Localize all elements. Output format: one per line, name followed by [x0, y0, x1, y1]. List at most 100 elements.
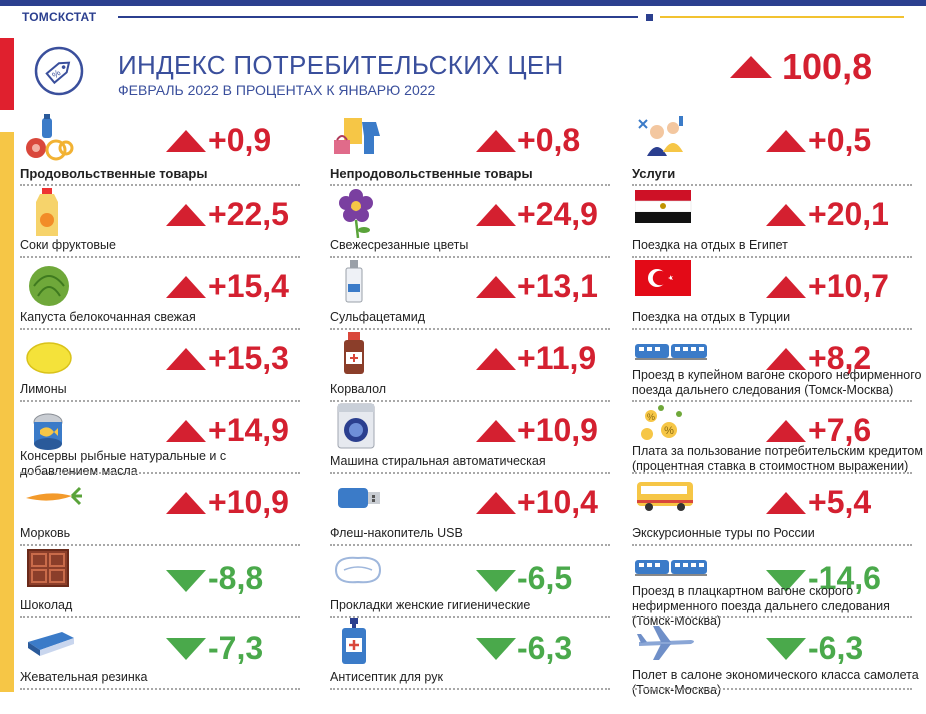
- increase-arrow-icon: [166, 130, 206, 157]
- price-change-value: -6,5: [517, 560, 573, 596]
- row-separator: [20, 328, 300, 330]
- price-change-value: -8,8: [208, 560, 264, 596]
- usb-flash-icon: [330, 474, 390, 526]
- row-separator: [330, 688, 610, 690]
- row-separator: [632, 400, 912, 402]
- price-change-value: +22,5: [208, 196, 289, 232]
- item-label: Капуста белокочанная свежая: [20, 310, 196, 324]
- fish-can-icon: [22, 402, 82, 454]
- price-change-value: +13,1: [517, 268, 598, 304]
- price-change-value: +10,9: [208, 484, 289, 520]
- row-separator: [632, 616, 912, 618]
- food-basket-icon: [22, 114, 82, 166]
- item-label: Поездка на отдых в Турции: [632, 310, 791, 324]
- item-label: Шоколад: [20, 598, 73, 612]
- price-change-value: +15,3: [208, 340, 289, 376]
- decrease-arrow-icon: [166, 570, 206, 597]
- item-label: Сульфацетамид: [330, 310, 426, 324]
- category-label: Продовольственные товары: [20, 166, 208, 181]
- increase-arrow-icon: [766, 130, 806, 157]
- increase-arrow-icon: [166, 348, 206, 375]
- increase-arrow-icon: [766, 276, 806, 303]
- row-separator: [20, 616, 300, 618]
- item-label: Соки фруктовые: [20, 238, 116, 252]
- decrease-arrow-icon: [766, 570, 806, 597]
- item-label: Поездка на отдых в Египет: [632, 238, 788, 252]
- item-label: Флеш-накопитель USB: [330, 526, 463, 540]
- increase-arrow-icon: [166, 204, 206, 231]
- row-separator: [632, 688, 912, 690]
- chewing-gum-icon: [22, 618, 82, 670]
- price-change-value: +10,4: [517, 484, 598, 520]
- price-change-value: +0,5: [808, 122, 872, 158]
- page-title: ИНДЕКС ПОТРЕБИТЕЛЬСКИХ ЦЕН: [118, 50, 564, 80]
- antiseptic-icon: [330, 618, 390, 670]
- row-separator: [20, 400, 300, 402]
- total-up-arrow-icon: [730, 56, 772, 83]
- item-label: Проезд в плацкартном вагоне скорого нефи…: [632, 584, 890, 628]
- increase-arrow-icon: [766, 492, 806, 519]
- flower-icon: [330, 186, 390, 238]
- org-name: ТОМСКСТАТ: [22, 10, 97, 24]
- category-label: Непродовольственные товары: [330, 166, 533, 181]
- price-change-value: +10,7: [808, 268, 889, 304]
- row-separator: [632, 184, 912, 186]
- price-change-value: -7,3: [208, 630, 264, 666]
- price-change-value: +14,9: [208, 412, 289, 448]
- row-separator: [632, 256, 912, 258]
- price-change-value: +11,9: [517, 340, 597, 376]
- services-people-icon: [635, 114, 695, 166]
- washing-machine-icon: [330, 402, 390, 454]
- airplane-icon: [635, 618, 695, 670]
- chocolate-icon: [22, 546, 82, 598]
- decrease-arrow-icon: [476, 570, 516, 597]
- increase-arrow-icon: [166, 492, 206, 519]
- price-change-value: -6,3: [517, 630, 573, 666]
- juice-bottle-icon: [22, 186, 82, 238]
- item-label: Машина стиральная автоматическая: [330, 454, 546, 468]
- top-bar: [0, 0, 926, 6]
- coins-icon: %%: [635, 402, 695, 454]
- price-change-value: +8,2: [808, 340, 872, 376]
- price-change-value: +15,4: [208, 268, 289, 304]
- item-label: Экскурсионные туры по России: [632, 526, 815, 540]
- increase-arrow-icon: [476, 276, 516, 303]
- item-label: Корвалол: [330, 382, 387, 396]
- price-change-value: +5,4: [808, 484, 872, 520]
- increase-arrow-icon: [476, 348, 516, 375]
- carrot-icon: [22, 474, 82, 526]
- egypt-flag-icon: [635, 186, 695, 238]
- item-label: Лимоны: [20, 382, 67, 396]
- decrease-arrow-icon: [166, 638, 206, 665]
- item-label: Полет в салоне экономического класса сам…: [632, 668, 919, 697]
- row-separator: [330, 256, 610, 258]
- row-separator: [330, 400, 610, 402]
- sanitary-pad-icon: [330, 546, 390, 598]
- increase-arrow-icon: [166, 420, 206, 447]
- eye-drops-icon: [330, 258, 390, 310]
- price-change-value: +7,6: [808, 412, 872, 448]
- row-separator: [20, 688, 300, 690]
- price-change-value: +0,8: [517, 122, 581, 158]
- increase-arrow-icon: [476, 130, 516, 157]
- header-line-blue: [118, 16, 638, 18]
- train-icon: [635, 330, 709, 382]
- increase-arrow-icon: [476, 420, 516, 447]
- cabbage-icon: [22, 258, 82, 310]
- header-line-square: [646, 14, 653, 21]
- increase-arrow-icon: [766, 420, 806, 447]
- row-separator: [330, 616, 610, 618]
- item-label: Антисептик для рук: [330, 670, 443, 684]
- clothes-icon: [330, 114, 390, 166]
- price-change-value: +20,1: [808, 196, 889, 232]
- row-separator: [632, 544, 912, 546]
- turkey-flag-icon: [635, 258, 695, 310]
- svg-text:%: %: [664, 425, 674, 437]
- price-change-value: +24,9: [517, 196, 598, 232]
- increase-arrow-icon: [166, 276, 206, 303]
- row-separator: [330, 184, 610, 186]
- increase-arrow-icon: [476, 204, 516, 231]
- decrease-arrow-icon: [476, 638, 516, 665]
- item-label: Проезд в купейном вагоне скорого нефирме…: [632, 368, 922, 397]
- red-accent-bar: [0, 38, 14, 110]
